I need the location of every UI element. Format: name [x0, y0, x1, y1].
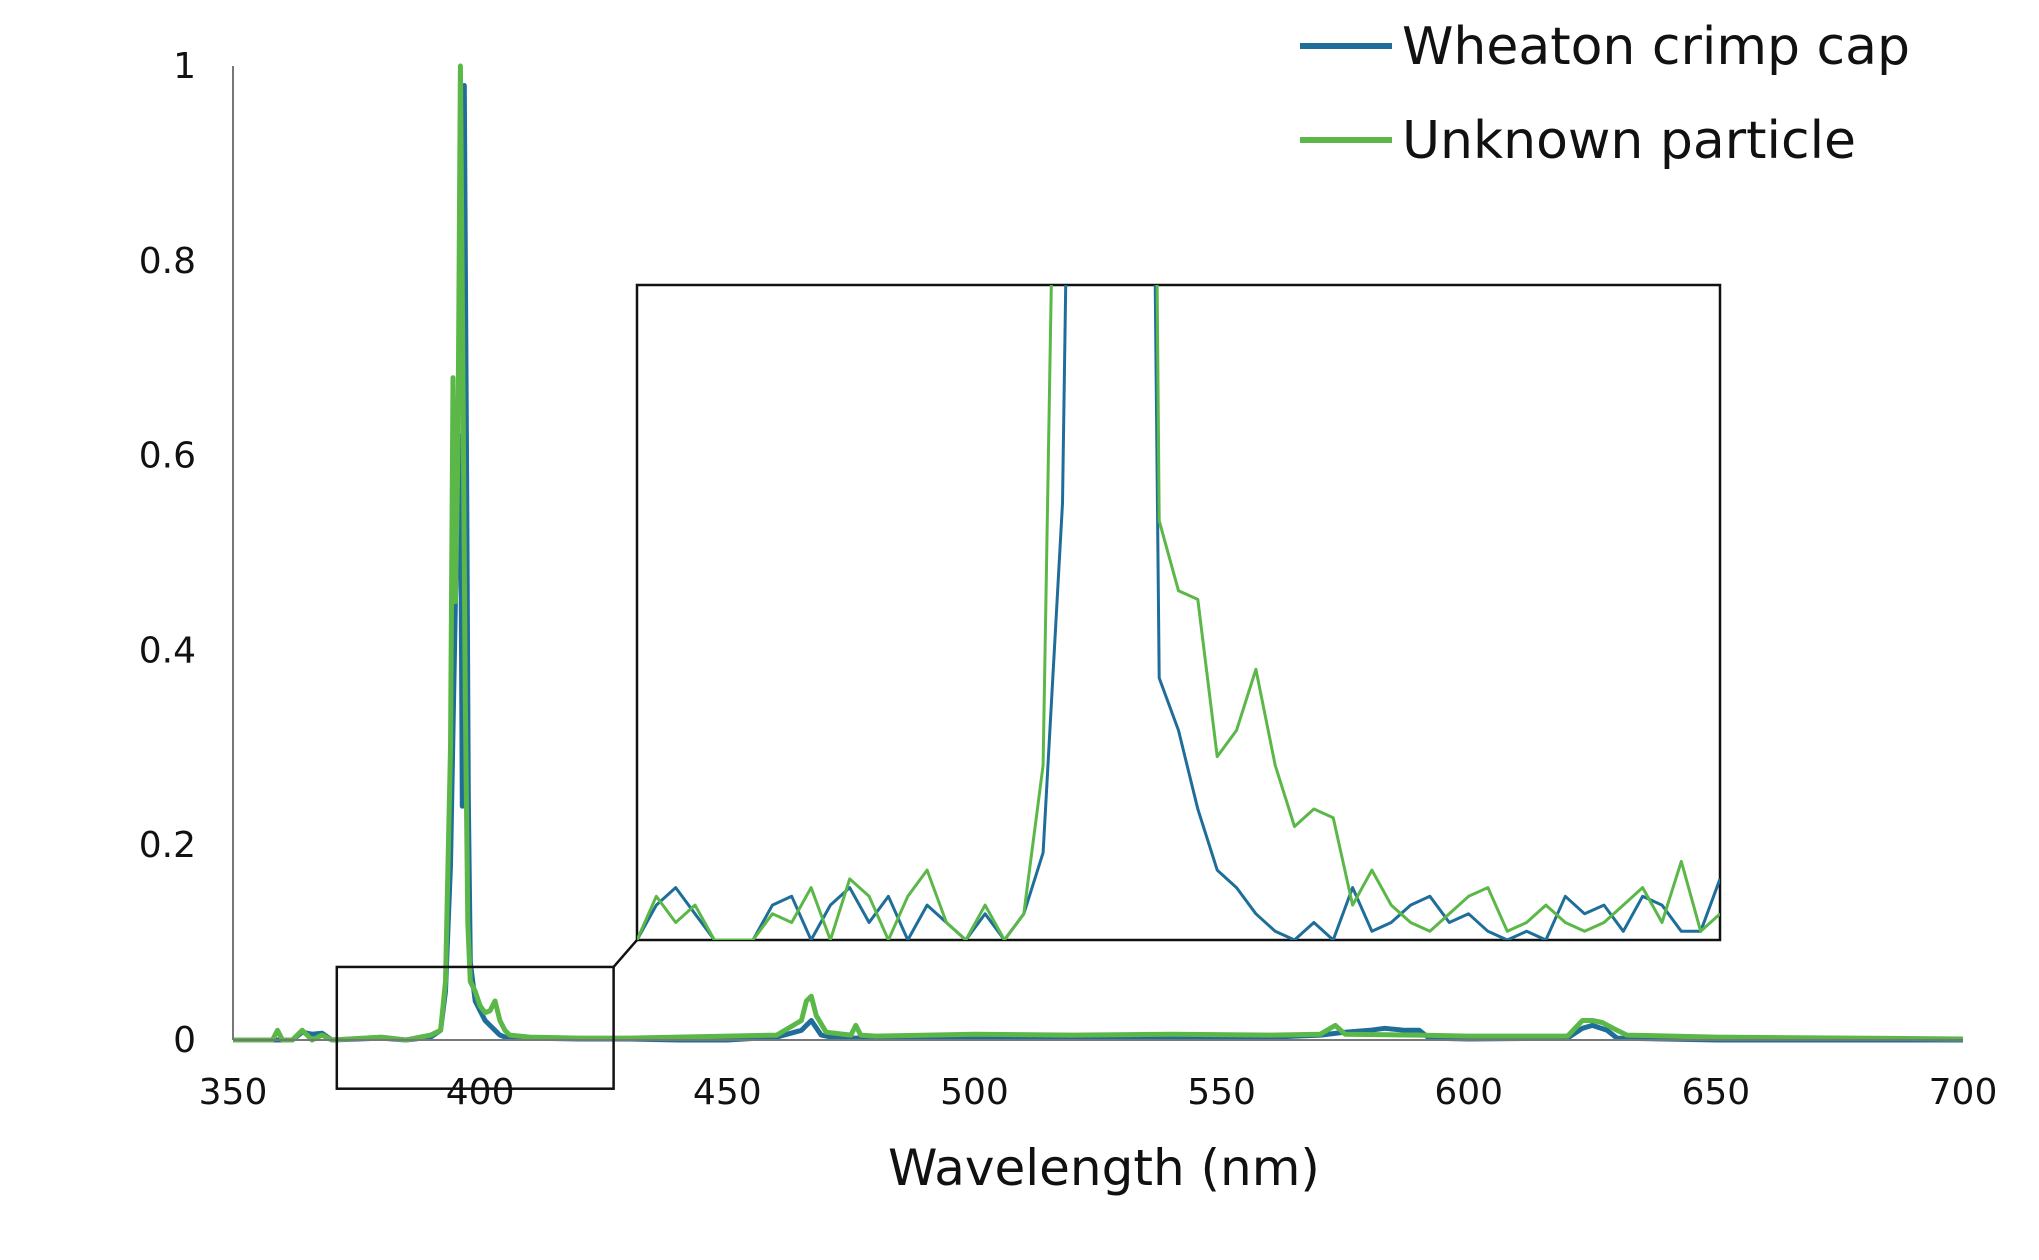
x-tick-label: 500 — [940, 1072, 1009, 1113]
x-tick-label: 450 — [693, 1072, 762, 1113]
zoom-connector-line — [612, 939, 638, 968]
y-tick-label: 0.2 — [139, 825, 196, 866]
x-axis-title: Wavelength (nm) — [888, 1139, 1320, 1197]
zoom-box — [335, 965, 615, 1090]
x-tick-label: 550 — [1187, 1072, 1256, 1113]
x-tick-label: 700 — [1929, 1072, 1998, 1113]
y-tick-label: 1 — [173, 46, 196, 87]
y-tick-label: 0.8 — [139, 241, 196, 282]
x-tick-label: 400 — [446, 1072, 515, 1113]
inset-series-line-unknown-particle — [637, 285, 1720, 940]
y-tick-label: 0.6 — [139, 436, 196, 477]
axes: 0 0.2 0.4 0.6 0.8 1 350 400 450 500 550 600 650 700 — [139, 46, 1998, 1113]
y-tick-label: 0 — [173, 1020, 196, 1061]
y-tick-label: 0.4 — [139, 630, 196, 671]
x-tick-label: 600 — [1434, 1072, 1503, 1113]
x-tick-label: 650 — [1681, 1072, 1750, 1113]
legend-label: Wheaton crimp cap — [1402, 17, 1910, 77]
inset-frame — [635, 283, 1722, 942]
zoom-region — [335, 939, 638, 1090]
inset-series-line-wheaton-crimp-cap — [637, 285, 1720, 940]
x-tick-label: 350 — [199, 1072, 268, 1113]
series-line-unknown-particle — [233, 63, 1964, 1043]
legend-label: Unknown particle — [1402, 111, 1856, 171]
inset-plot — [635, 283, 1722, 942]
legend: Wheaton crimp cap Unknown particle — [1300, 17, 1910, 171]
